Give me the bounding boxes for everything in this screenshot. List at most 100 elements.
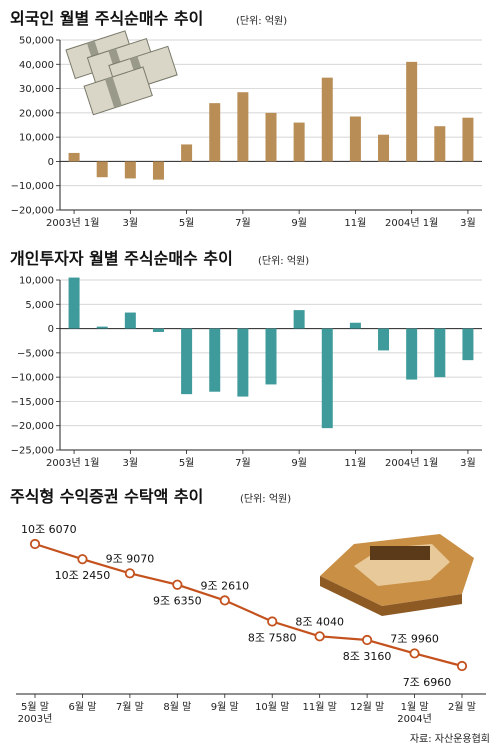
bar bbox=[265, 112, 277, 162]
x-tick-label: 12월 말 bbox=[350, 701, 384, 713]
data-point bbox=[77, 554, 88, 565]
data-point bbox=[219, 595, 230, 606]
chart-title: 외국인 월별 주식순매수 추이 bbox=[10, 9, 203, 28]
x-tick-label: 3월 bbox=[460, 457, 476, 469]
x-tick-label: 5월 bbox=[179, 217, 195, 229]
y-tick-label: 10,000 bbox=[19, 276, 54, 287]
bar bbox=[462, 117, 474, 162]
floor-edge bbox=[320, 576, 462, 616]
x-tick-label: 2004년 1월 bbox=[385, 457, 438, 469]
y-tick-label: 0 bbox=[48, 324, 54, 335]
bar bbox=[378, 328, 390, 351]
banknote-bundle bbox=[83, 66, 153, 116]
data-label: 9조 6350 bbox=[153, 595, 202, 608]
y-tick-label: −20,000 bbox=[11, 206, 54, 217]
y-tick-label: −25,000 bbox=[11, 446, 54, 457]
x-tick-label: 3월 bbox=[123, 217, 139, 229]
bar bbox=[152, 328, 164, 332]
foreign-net-buying-chart: 외국인 월별 주식순매수 추이 (단위: 억원) 50,000 40,000 30,00… bbox=[10, 9, 482, 229]
bar bbox=[96, 161, 108, 178]
trading-desk bbox=[370, 546, 430, 560]
data-point bbox=[362, 634, 373, 646]
exchange-floor-illustration bbox=[320, 534, 474, 616]
bar bbox=[349, 116, 361, 162]
x-tick-label: 1월 말 bbox=[401, 701, 429, 713]
x-tick-label: 11월 bbox=[344, 457, 366, 469]
data-label: 7조 9960 bbox=[390, 632, 439, 645]
bar bbox=[406, 61, 418, 162]
data-point bbox=[314, 631, 325, 642]
chart-title: 주식형 수익증권 수탁액 추이 bbox=[10, 487, 203, 506]
data-label: 8조 4040 bbox=[295, 615, 344, 628]
bar bbox=[378, 134, 390, 162]
data-point bbox=[267, 616, 278, 627]
bar bbox=[68, 152, 80, 162]
x-tick-label: 9월 말 bbox=[211, 701, 239, 713]
y-tick-label: 10,000 bbox=[19, 133, 54, 144]
y-tick-label: −5,000 bbox=[17, 348, 54, 359]
y-tick-label: 50,000 bbox=[19, 36, 54, 47]
x-tick-label: 10월 말 bbox=[255, 701, 289, 713]
data-label: 7조 6960 bbox=[403, 676, 452, 689]
bar bbox=[237, 328, 249, 397]
bar bbox=[181, 144, 193, 162]
unit-label: (단위: 억원) bbox=[240, 492, 291, 505]
x-tick-label: 5월 말 bbox=[21, 701, 49, 713]
data-label: 9조 2610 bbox=[200, 579, 249, 592]
bar bbox=[349, 322, 361, 329]
x-tick-label: 5월 bbox=[179, 457, 195, 469]
bar bbox=[237, 92, 249, 162]
bar bbox=[434, 328, 446, 378]
x-tick-label: 7월 말 bbox=[116, 701, 144, 713]
y-tick-label: −15,000 bbox=[11, 397, 54, 408]
unit-label: (단위: 억원) bbox=[236, 14, 287, 27]
bar bbox=[321, 328, 333, 429]
bar bbox=[209, 103, 221, 162]
data-point bbox=[172, 579, 183, 590]
x-tick-label: 8월 말 bbox=[163, 701, 191, 713]
y-tick-label: 0 bbox=[48, 157, 54, 168]
y-tick-label: 30,000 bbox=[19, 84, 54, 95]
bar bbox=[181, 328, 193, 395]
bar bbox=[321, 77, 333, 162]
bar bbox=[96, 326, 108, 329]
series-line bbox=[34, 542, 463, 668]
y-tick-label: −10,000 bbox=[11, 373, 54, 384]
y-tick-label: 5,000 bbox=[25, 300, 54, 311]
bar bbox=[209, 328, 221, 392]
bar bbox=[406, 328, 418, 380]
x-tick-label: 2월 말 bbox=[448, 701, 476, 713]
x-tick-label: 7월 bbox=[235, 217, 251, 229]
bar bbox=[434, 126, 446, 162]
y-tick-label: −10,000 bbox=[11, 181, 54, 192]
chart-title: 개인투자자 월별 주식순매수 추이 bbox=[10, 249, 233, 268]
y-tick-label: −20,000 bbox=[11, 421, 54, 432]
data-label: 8조 7580 bbox=[248, 631, 297, 644]
x-tick-label: 7월 bbox=[235, 457, 251, 469]
bar bbox=[293, 122, 305, 162]
money-stack-illustration bbox=[65, 30, 178, 116]
x-tick-label: 11월 말 bbox=[303, 701, 337, 713]
x-tick-label: 2003년 1월 bbox=[46, 457, 99, 469]
x-tick-label: 9월 bbox=[291, 457, 307, 469]
y-tick-label: 20,000 bbox=[19, 108, 54, 119]
x-tick-label: 6월 말 bbox=[68, 701, 96, 713]
year-label: 2003년 bbox=[18, 713, 53, 725]
bundle-band bbox=[104, 76, 122, 108]
data-point bbox=[29, 538, 41, 550]
x-tick-label: 3월 bbox=[460, 217, 476, 229]
x-tick-label: 3월 bbox=[123, 457, 139, 469]
bar bbox=[152, 161, 164, 180]
bar bbox=[293, 310, 305, 329]
data-label: 8조 3160 bbox=[343, 650, 392, 663]
data-point bbox=[124, 568, 135, 579]
retail-net-buying-chart: 개인투자자 월별 주식순매수 추이 (단위: 억원) 10,000 5,000 0 −5,… bbox=[10, 249, 482, 469]
source-note: 자료: 자산운용협회 bbox=[410, 732, 490, 745]
x-tick-label: 2004년 1월 bbox=[385, 217, 438, 229]
data-label: 10조 6070 bbox=[21, 523, 77, 536]
year-label: 2004년 bbox=[397, 713, 432, 725]
x-tick-label: 9월 bbox=[291, 217, 307, 229]
x-tick-label: 2003년 1월 bbox=[46, 217, 99, 229]
x-tick-label: 11월 bbox=[344, 217, 366, 229]
